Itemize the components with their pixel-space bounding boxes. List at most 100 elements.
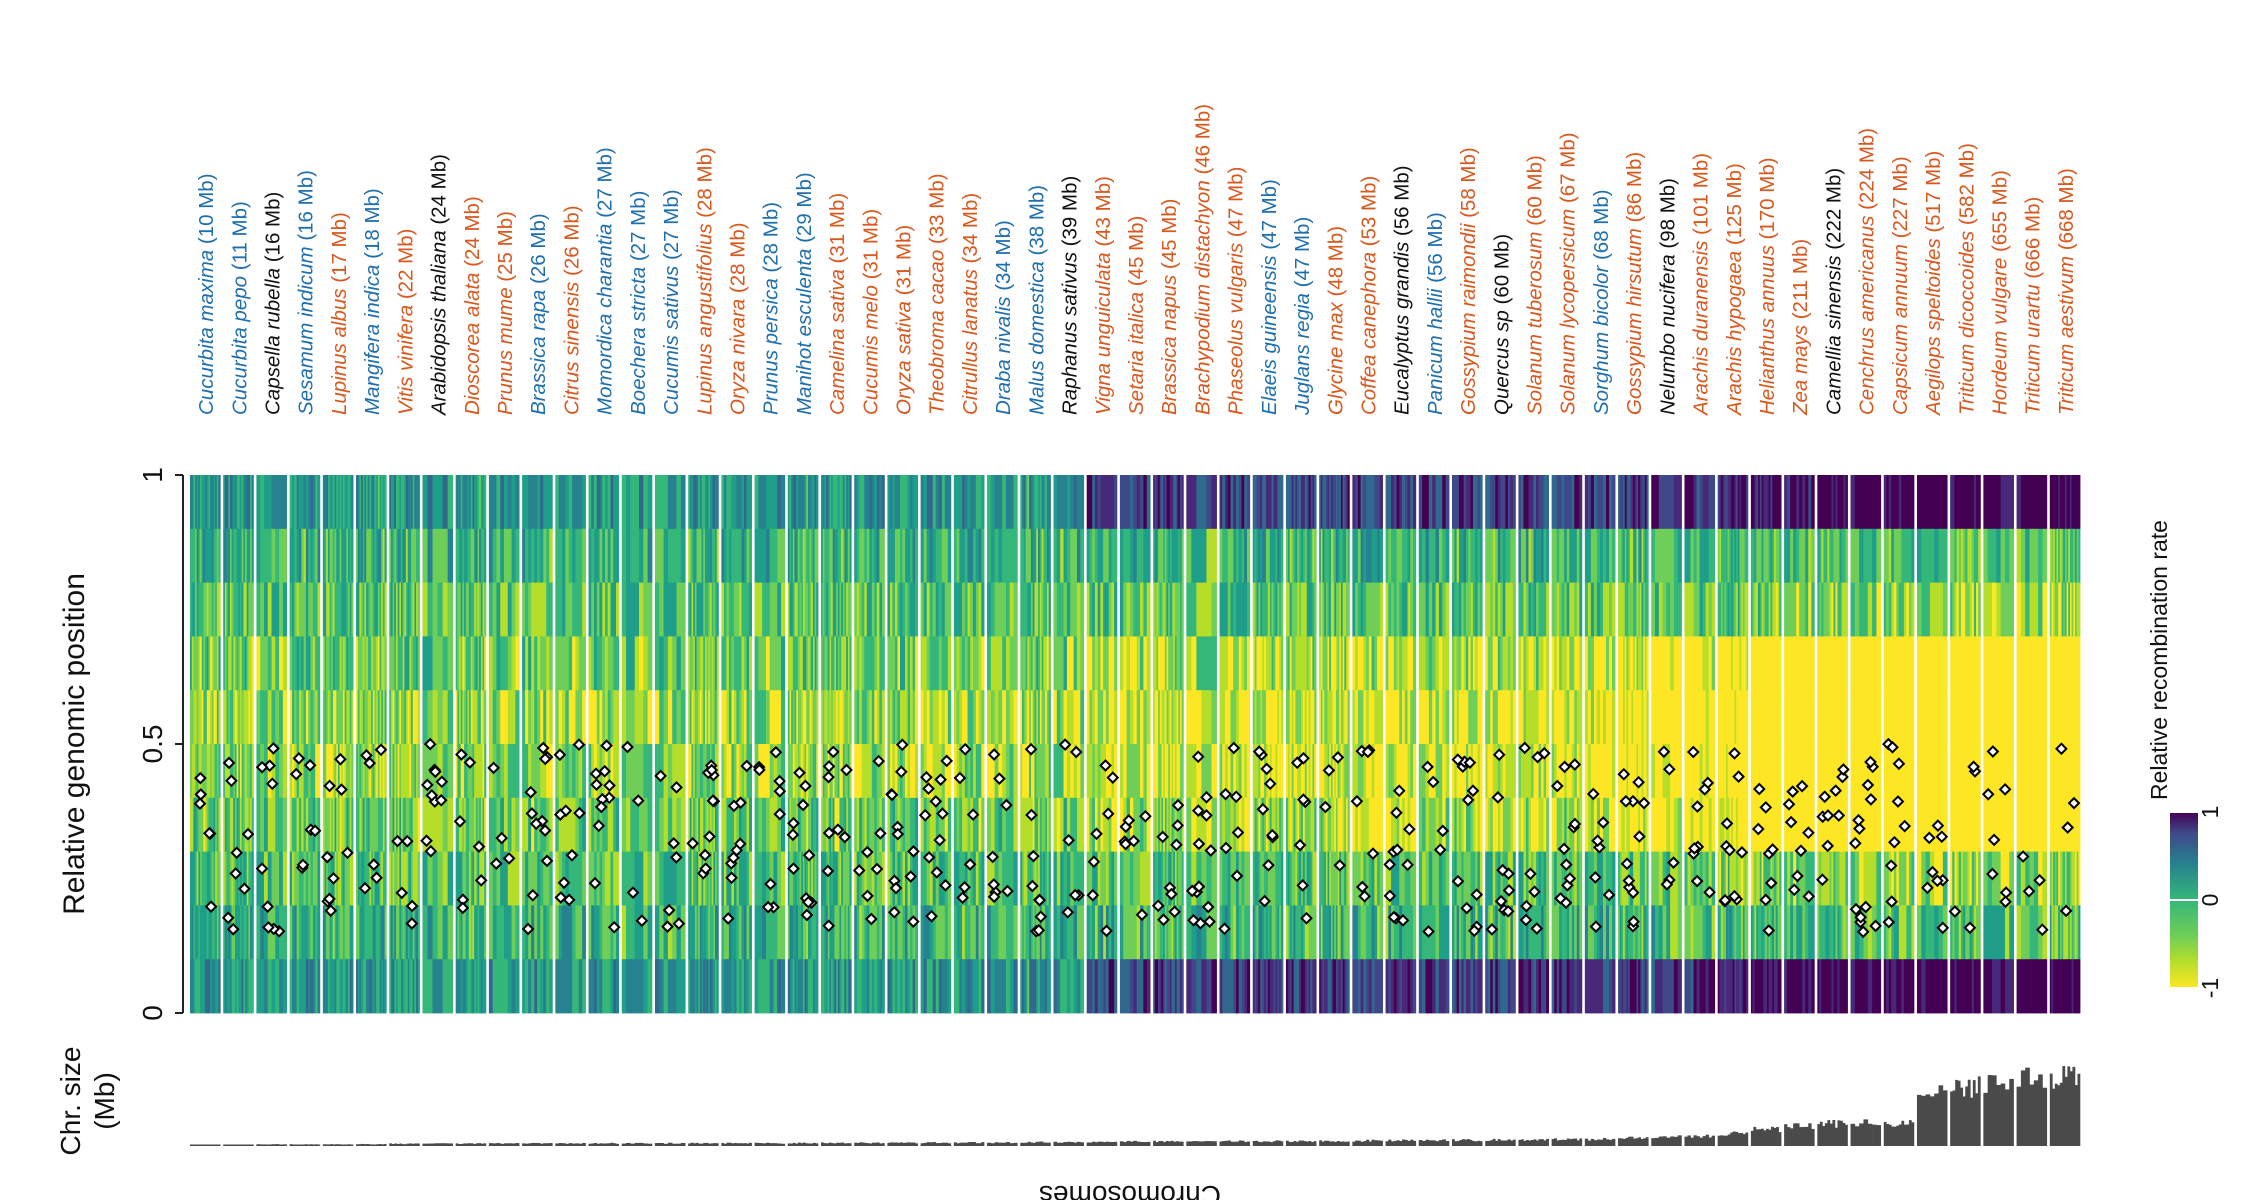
heat-cell <box>789 959 792 1014</box>
heat-cell <box>801 959 804 1014</box>
heat-cell <box>348 528 351 583</box>
heat-cell <box>1097 905 1101 960</box>
heat-cell <box>1114 690 1118 745</box>
heat-cell <box>401 690 404 745</box>
heat-cell <box>344 690 347 745</box>
heat-cell <box>1452 690 1455 745</box>
heat-cell <box>1029 528 1032 583</box>
heat-cell <box>1163 959 1166 1014</box>
heat-cell <box>1377 475 1381 530</box>
heat-cell <box>1472 636 1476 691</box>
heat-cell <box>680 528 686 583</box>
heat-cell <box>615 475 620 530</box>
heat-cell <box>1119 528 1124 583</box>
heat-cell <box>1053 636 1058 691</box>
heat-cell <box>932 636 937 691</box>
heat-cell <box>821 905 824 960</box>
heat-cell <box>894 959 898 1014</box>
heat-cell <box>1173 636 1176 691</box>
heat-cell <box>459 959 462 1014</box>
heat-cell <box>1254 528 1257 583</box>
heat-cell <box>327 690 330 745</box>
heat-cell <box>422 905 428 960</box>
heat-cell <box>1241 528 1245 583</box>
heat-cell <box>379 528 382 583</box>
heat-cell <box>496 528 501 583</box>
heat-cell <box>1030 636 1034 691</box>
heat-cell <box>1267 797 1271 852</box>
heat-cell <box>621 528 627 583</box>
heat-cell <box>291 475 295 530</box>
species-heatmap-block <box>190 475 221 1014</box>
heat-cell <box>1273 744 1276 799</box>
heat-cell <box>1043 744 1046 799</box>
species-label: Boechera stricta (27 Mb) <box>627 191 650 415</box>
heat-cell <box>1222 636 1226 691</box>
heat-cell <box>1320 959 1323 1014</box>
heat-cell <box>367 690 370 745</box>
heat-cell <box>467 851 470 906</box>
heat-cell <box>1334 744 1337 799</box>
heat-cell <box>1086 905 1090 960</box>
heat-cell <box>1123 690 1128 745</box>
heat-cell <box>1158 475 1161 530</box>
heat-cell <box>900 528 903 583</box>
heat-cell <box>777 959 782 1014</box>
heat-cell <box>1335 690 1339 745</box>
heat-cell <box>733 959 737 1014</box>
heat-cell <box>1264 959 1267 1014</box>
heat-cell <box>1146 851 1151 906</box>
heat-cell <box>416 636 419 691</box>
heat-cell <box>1013 959 1018 1014</box>
heat-cell <box>1244 959 1248 1014</box>
heat-cell <box>741 959 745 1014</box>
heat-cell <box>698 959 701 1014</box>
heat-cell <box>346 959 349 1014</box>
heat-cell <box>1196 744 1202 799</box>
heat-cell <box>364 690 367 745</box>
heat-cell <box>427 582 433 637</box>
heat-cell <box>568 959 573 1014</box>
heat-cell <box>1041 744 1044 799</box>
heat-cell <box>346 475 349 530</box>
heat-cell <box>1442 744 1447 799</box>
heat-cell <box>1291 959 1294 1014</box>
heat-cell <box>411 582 414 637</box>
heat-cell <box>962 797 966 852</box>
heat-cell <box>376 636 379 691</box>
heat-cell <box>1030 744 1034 799</box>
heat-cell <box>578 959 583 1014</box>
heat-cell <box>549 636 553 691</box>
heat-cell <box>1264 475 1267 530</box>
heat-cell <box>1262 690 1265 745</box>
heat-cell <box>399 744 402 799</box>
heat-cell <box>543 690 547 745</box>
heat-cell <box>709 959 713 1014</box>
heat-cell <box>565 851 570 906</box>
heat-cell <box>384 528 387 583</box>
heat-cell <box>699 582 702 637</box>
heat-cell <box>869 475 873 530</box>
heat-cell <box>659 528 664 583</box>
heat-cell <box>303 528 307 583</box>
heat-cell <box>1410 797 1414 852</box>
heat-cell <box>1258 528 1261 583</box>
heat-cell <box>549 690 553 745</box>
heat-cell <box>558 475 563 530</box>
heat-cell <box>691 959 694 1014</box>
heat-cell <box>905 690 908 745</box>
heat-cell <box>348 636 351 691</box>
heat-cell <box>841 905 844 960</box>
heat-cell <box>807 528 811 583</box>
heat-cell <box>344 744 347 799</box>
heat-cell <box>723 690 727 745</box>
species-label: Cenchrus americanus (224 Mb) <box>1856 128 1879 415</box>
heat-cell <box>964 905 968 960</box>
heat-cell <box>1168 851 1171 906</box>
heat-cell <box>562 636 566 691</box>
heat-cell <box>1445 690 1450 745</box>
heat-cell <box>836 744 839 799</box>
heat-cell <box>1089 905 1093 960</box>
heat-cell <box>1472 528 1476 583</box>
heat-cell <box>1360 636 1364 691</box>
